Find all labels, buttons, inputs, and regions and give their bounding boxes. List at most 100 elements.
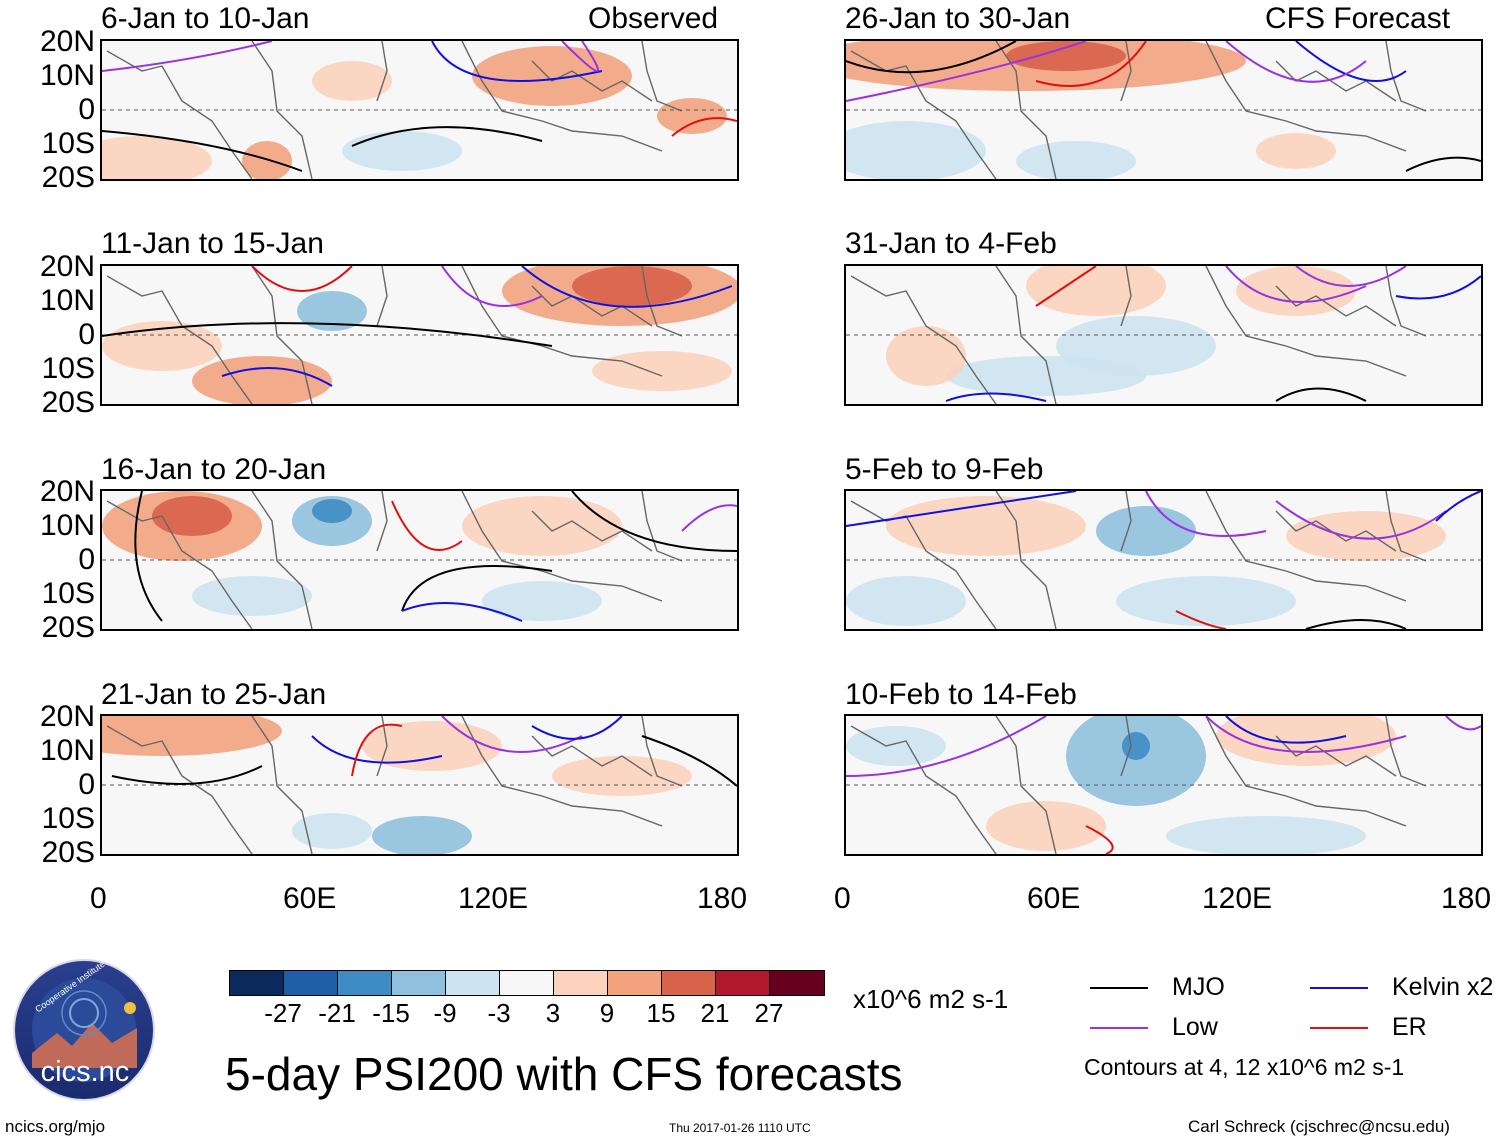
coastline bbox=[641, 41, 683, 112]
coastline bbox=[1385, 41, 1427, 112]
lon-label-60e-left: 60E bbox=[283, 882, 337, 915]
anomaly-shading bbox=[292, 813, 372, 849]
lat-label-4-4: 20S bbox=[41, 836, 95, 869]
anomaly-shading bbox=[846, 726, 946, 766]
colorbar-swatch bbox=[446, 971, 500, 995]
panel-1-tag: Observed bbox=[588, 2, 719, 35]
lat-label-4-3: 10S bbox=[41, 802, 95, 835]
coastline bbox=[850, 275, 997, 404]
filter-contour bbox=[571, 491, 737, 552]
map-panel-6-jan bbox=[100, 39, 739, 181]
lat-label-1-3: 10S bbox=[41, 127, 95, 160]
colorbar-units: x10^6 m2 s-1 bbox=[853, 984, 1009, 1014]
filter-contour bbox=[431, 41, 603, 82]
map-canvas bbox=[102, 716, 737, 854]
filter-contour bbox=[311, 735, 443, 764]
anomaly-shading bbox=[592, 351, 732, 391]
lat-label-4-1: 10N bbox=[39, 734, 95, 767]
anomaly-shading bbox=[472, 46, 632, 106]
map-canvas bbox=[846, 491, 1481, 629]
filter-contour bbox=[251, 266, 353, 292]
lat-label-2-0: 20N bbox=[39, 250, 95, 283]
filter-contour bbox=[102, 41, 273, 72]
anomaly-shading bbox=[152, 496, 232, 536]
lat-label-3-2: 0 bbox=[78, 543, 95, 576]
coastline bbox=[531, 510, 653, 552]
panel-4-period: 21-Jan to 25-Jan bbox=[101, 678, 327, 711]
colorbar-swatch bbox=[500, 971, 554, 995]
coastline bbox=[251, 716, 313, 854]
colorbar-swatch bbox=[554, 971, 608, 995]
coastline bbox=[376, 266, 388, 327]
lon-label-120e-right: 120E bbox=[1202, 882, 1273, 915]
coastline bbox=[1205, 41, 1407, 152]
colorbar-swatch bbox=[716, 971, 770, 995]
anomaly-shading bbox=[1116, 576, 1296, 626]
filter-contour bbox=[1275, 387, 1367, 402]
map-canvas bbox=[846, 716, 1481, 854]
legend-er-line bbox=[1310, 1027, 1368, 1029]
panel-6-period: 31-Jan to 4-Feb bbox=[845, 227, 1057, 260]
anomaly-shading bbox=[986, 801, 1106, 851]
coastline bbox=[1275, 60, 1397, 102]
lat-label-1-1: 10N bbox=[39, 59, 95, 92]
anomaly-shading bbox=[362, 721, 502, 771]
coastline bbox=[461, 41, 663, 152]
map-panel-11-jan bbox=[100, 264, 739, 406]
filter-contour bbox=[1305, 619, 1407, 629]
anomaly-shading bbox=[1016, 141, 1136, 179]
anomaly-shading bbox=[462, 496, 622, 556]
lat-label-1-0: 20N bbox=[39, 25, 95, 58]
coastline bbox=[850, 725, 997, 854]
colorbar-label: 9 bbox=[599, 998, 615, 1028]
colorbar-swatch bbox=[392, 971, 446, 995]
anomaly-shading bbox=[1026, 266, 1166, 316]
anomaly-shading bbox=[102, 136, 212, 179]
lat-label-3-0: 20N bbox=[39, 475, 95, 508]
coastline bbox=[1120, 266, 1132, 327]
map-panel-21-jan bbox=[100, 714, 739, 856]
colorbar-label: 3 bbox=[545, 998, 561, 1028]
lat-label-4-2: 0 bbox=[78, 768, 95, 801]
filter-contour bbox=[351, 126, 543, 147]
anomaly-shading bbox=[886, 326, 966, 386]
colorbar bbox=[229, 970, 825, 996]
anomaly-shading bbox=[1166, 816, 1366, 854]
filter-contour bbox=[1435, 491, 1481, 522]
map-panel-26-jan bbox=[844, 39, 1483, 181]
map-canvas bbox=[102, 41, 737, 179]
anomaly-shading bbox=[1256, 133, 1336, 169]
footer-url[interactable]: ncics.org/mjo bbox=[5, 1117, 106, 1136]
lon-label-0-right: 0 bbox=[834, 882, 851, 915]
colorbar-label: -27 bbox=[264, 998, 302, 1028]
coastline bbox=[641, 266, 683, 337]
anomaly-shading bbox=[1066, 716, 1206, 806]
filter-contour bbox=[846, 491, 1077, 527]
lon-label-180-left: 180 bbox=[697, 882, 748, 915]
filter-contour bbox=[671, 117, 737, 137]
colorbar-label: 15 bbox=[646, 998, 676, 1028]
coastline bbox=[531, 735, 653, 777]
filter-contour bbox=[1445, 716, 1481, 731]
colorbar-label: -3 bbox=[487, 998, 511, 1028]
map-panel-10-feb bbox=[844, 714, 1483, 856]
filter-contour bbox=[401, 602, 523, 622]
coastline bbox=[995, 41, 1057, 179]
lat-label-4-0: 20N bbox=[39, 700, 95, 733]
coastline bbox=[251, 41, 313, 179]
anomaly-shading bbox=[1122, 732, 1150, 760]
filter-contour bbox=[1225, 716, 1347, 744]
anomaly-shading bbox=[946, 356, 1146, 396]
legend-kelvin-label: Kelvin x2 bbox=[1392, 973, 1494, 1001]
filter-contour bbox=[1145, 491, 1267, 537]
coastline bbox=[1205, 266, 1407, 377]
filter-contour bbox=[111, 765, 263, 785]
filter-contour bbox=[846, 41, 1087, 102]
anomaly-shading bbox=[312, 61, 392, 101]
coastline bbox=[531, 285, 653, 327]
legend-low-label: Low bbox=[1172, 1013, 1218, 1041]
coastline bbox=[1385, 716, 1427, 787]
filter-contour bbox=[1275, 500, 1447, 540]
lat-label-2-1: 10N bbox=[39, 284, 95, 317]
coastline bbox=[251, 266, 313, 404]
